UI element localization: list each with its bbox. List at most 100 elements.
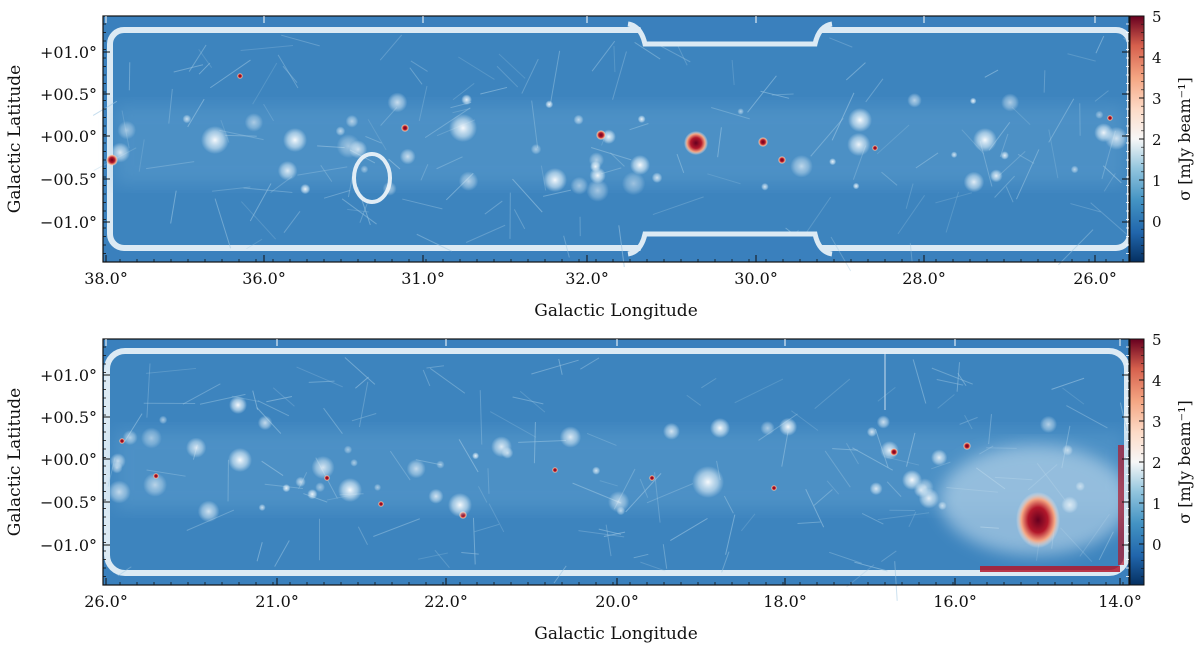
bottom-filament	[1098, 531, 1114, 561]
bottom-extended-source	[902, 470, 922, 490]
bottom-diffuse-emission	[869, 482, 883, 496]
top-filament	[731, 59, 735, 86]
top-diffuse-emission	[277, 160, 298, 181]
top-filament	[590, 146, 632, 161]
bottom-filament	[912, 359, 927, 404]
bottom-map-field	[104, 348, 1130, 601]
top-diffuse-emission	[737, 108, 744, 115]
bottom-filament	[580, 357, 600, 370]
bottom-filament	[479, 390, 483, 445]
bottom-filament	[272, 387, 295, 407]
top-bright-source	[596, 130, 606, 140]
bottom-diffuse-emission	[258, 504, 266, 512]
top-filament	[240, 201, 277, 240]
top-filament	[652, 196, 704, 216]
bottom-filament	[723, 495, 734, 514]
top-y-tick-label: +01.0°	[40, 43, 97, 62]
top-filament	[747, 75, 777, 113]
top-filament	[1043, 70, 1046, 93]
bottom-bright-source-main	[1016, 492, 1060, 548]
bottom-filament	[670, 518, 708, 541]
top-filament	[549, 50, 561, 105]
top-filament	[660, 45, 691, 63]
bottom-colorbar-tick-label: 2	[1152, 454, 1162, 472]
bottom-filament	[886, 481, 902, 497]
bottom-filament	[533, 421, 536, 464]
top-filament	[909, 243, 913, 263]
top-y-tick-label: +00.0°	[40, 127, 97, 146]
top-extended-source	[283, 128, 307, 152]
top-filament	[845, 62, 866, 81]
top-filament	[998, 151, 1026, 176]
bottom-filament	[758, 413, 798, 441]
top-filament	[173, 64, 204, 73]
bottom-filament	[824, 450, 851, 488]
top-plot-frame	[102, 15, 1130, 263]
bottom-filament	[558, 358, 563, 375]
bottom-filament	[586, 432, 617, 446]
top-filament	[512, 178, 543, 213]
top-diffuse-emission	[300, 183, 311, 195]
top-filament	[707, 173, 741, 185]
top-diffuse-emission	[1001, 93, 1020, 112]
top-diffuse-emission	[907, 93, 922, 108]
top-bright-source	[872, 145, 878, 151]
bottom-filament	[931, 367, 973, 385]
bottom-diffuse-emission	[315, 482, 326, 493]
top-diffuse-emission	[637, 115, 646, 124]
top-diffuse-emission	[588, 152, 605, 168]
bottom-filament	[625, 473, 662, 513]
top-filament	[629, 123, 649, 131]
top-filament	[865, 78, 884, 103]
bottom-diffuse-emission	[197, 500, 220, 523]
bottom-filament	[458, 439, 479, 473]
top-colorbar-tick-label: 3	[1152, 90, 1162, 108]
bottom-diffuse-emission	[436, 460, 445, 469]
bottom-filament	[296, 366, 343, 388]
bottom-bright-source	[649, 475, 655, 481]
top-colorbar-tick-label: 4	[1152, 49, 1162, 67]
top-filament	[760, 90, 790, 99]
top-diffuse-emission	[1000, 151, 1009, 160]
top-diffuse-emission	[761, 182, 769, 191]
top-x-tick-label: 30.0°	[734, 269, 778, 288]
top-filament	[347, 176, 353, 198]
top-filament	[219, 129, 264, 141]
bottom-filament	[146, 469, 186, 477]
bottom-filament	[639, 478, 649, 498]
top-filament	[214, 198, 232, 249]
bottom-plot-frame	[102, 338, 1130, 586]
bottom-filament	[578, 530, 625, 538]
top-filament	[187, 98, 205, 128]
top-y-tick-label: −01.0°	[40, 213, 97, 232]
top-diffuse-emission	[336, 134, 361, 159]
bottom-filament	[721, 551, 730, 573]
bottom-diffuse-emission	[559, 426, 582, 448]
bottom-diffuse-emission	[158, 415, 168, 425]
top-diffuse-emission	[570, 176, 589, 195]
bottom-diffuse-emission	[295, 476, 306, 488]
bottom-filament	[734, 378, 784, 404]
bottom-diffuse-emission	[662, 422, 680, 440]
top-filament	[416, 233, 452, 252]
top-colorbar-tick-label: 5	[1152, 8, 1162, 26]
bottom-filament	[654, 472, 661, 523]
top-diffuse-emission	[244, 113, 264, 132]
bottom-y-axis-label: Galactic Latitude	[5, 388, 25, 536]
top-filament	[240, 45, 294, 51]
top-diffuse-emission	[847, 132, 871, 157]
bottom-bright-source	[771, 485, 777, 491]
bottom-filament	[474, 523, 500, 533]
bottom-filament	[605, 524, 612, 557]
bottom-x-tick-label: 14.0°	[1098, 592, 1142, 611]
top-extended-source	[973, 128, 997, 152]
top-filament	[424, 107, 471, 139]
top-filament	[876, 124, 910, 155]
bottom-colorbar-tick-label: 0	[1152, 536, 1162, 554]
top-filament	[994, 175, 1015, 198]
top-diffuse-emission	[651, 172, 663, 183]
bottom-diffuse-emission	[186, 437, 207, 458]
bottom-x-ticks: 26.0° 21.0° 22.0° 20.0° 18.0° 16.0° 14.0°	[84, 339, 1142, 611]
bottom-filament	[957, 372, 967, 387]
top-diffuse-emission	[530, 143, 542, 155]
